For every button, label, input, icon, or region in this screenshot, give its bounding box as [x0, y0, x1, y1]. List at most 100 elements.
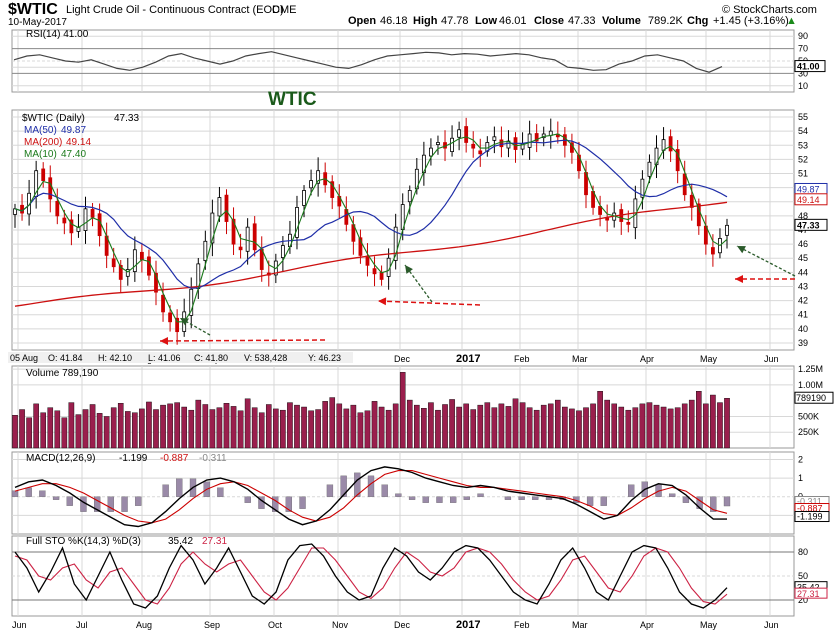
candle-body [492, 136, 497, 141]
x-label-bottom: Nov [332, 620, 349, 630]
volume-bar [124, 411, 131, 449]
volume-bar [646, 402, 653, 449]
macd-hist-bar [340, 475, 347, 497]
ma200-legend-value: 49.14 [66, 137, 91, 148]
volume-bar [710, 394, 716, 449]
green-arrow-head [180, 318, 189, 326]
green-arrow-head [405, 265, 413, 274]
x-label-bottom: Oct [268, 620, 283, 630]
candle-body [316, 170, 321, 184]
candle-body [55, 201, 60, 217]
price-legend-main-value: 47.33 [114, 113, 139, 124]
candle-body [682, 173, 687, 196]
rsi-tick: 90 [798, 31, 808, 41]
rsi-legend: RSI(14) 41.00 [26, 29, 89, 40]
candle-body [62, 217, 67, 224]
volume-bar [301, 406, 307, 449]
ma200-line [14, 201, 728, 307]
macd-hist-bar [682, 496, 690, 503]
x-label-bottom: Dec [394, 620, 411, 630]
sto-tick: 50 [798, 571, 808, 581]
candle-body [224, 194, 229, 222]
sto-right-box [794, 587, 828, 599]
candle-body [358, 237, 363, 256]
instrument-name: Light Crude Oil - Continuous Contract (E… [66, 4, 284, 16]
macd-hist-bar [395, 493, 402, 497]
volume-bar [167, 403, 173, 449]
x-label-bottom: Aug [136, 620, 152, 630]
candle-body [175, 317, 180, 333]
macd-hist-bar [669, 493, 676, 497]
ma10-line [14, 133, 728, 323]
volume-bar [625, 409, 632, 449]
macd-hist-bar [244, 496, 251, 503]
candle-body [217, 197, 222, 217]
volume-bar [96, 413, 103, 449]
price-tick: 52 [798, 154, 808, 164]
candle-body [527, 133, 532, 148]
price-tick: 39 [798, 338, 808, 348]
candle-body [280, 245, 285, 258]
volume-bar [576, 410, 582, 449]
volume-bar [597, 391, 603, 449]
candle-body [189, 288, 194, 316]
open-label: Open [348, 15, 376, 27]
macd-hist-bar [52, 496, 60, 500]
sto-k-line [14, 543, 728, 609]
price-tick: 54 [798, 126, 808, 136]
panel-macd [11, 451, 795, 535]
x-label-bottom: Jun [12, 620, 27, 630]
svg-text:Y: 46.23: Y: 46.23 [308, 353, 341, 363]
volume-bar [357, 412, 364, 449]
svg-text:O: 41.84: O: 41.84 [48, 353, 83, 363]
volume-bar [724, 398, 730, 449]
volume-bar [103, 416, 110, 449]
crosshair-readout-bg [8, 352, 353, 363]
svg-text:27.31: 27.31 [202, 536, 227, 547]
crosshair-readout: 05 Aug O: 41.84 H: 42.10 L: 41.06 C: 41.… [10, 353, 341, 363]
macd-hist-bar [436, 496, 443, 503]
volume-bar [371, 401, 378, 449]
x-label-bottom: May [700, 620, 718, 630]
volume-bar [329, 397, 336, 449]
candle-body [499, 139, 504, 148]
price-tick: 45 [798, 253, 808, 263]
price-tick: 43 [798, 281, 808, 291]
volume-bar [428, 402, 434, 449]
candle-body [478, 150, 483, 155]
volume-bar [336, 403, 343, 449]
volume-bar [667, 408, 674, 449]
candle-body [69, 219, 74, 234]
svg-text:MACD(12,26,9): MACD(12,26,9) [26, 453, 95, 464]
rsi-tick: 10 [798, 81, 808, 91]
candle-body [640, 178, 645, 198]
macd-hist-bar [272, 496, 279, 512]
macd-hist-bar [39, 490, 46, 497]
volume-bar [294, 404, 300, 449]
price-right-label: 49.14 [797, 195, 820, 205]
price-tick: 46 [798, 239, 808, 249]
candle-body [365, 255, 370, 266]
candle-body [654, 147, 659, 166]
volume-bar [350, 404, 357, 449]
candle-body [668, 136, 673, 152]
volume-bar [555, 399, 561, 449]
volume-bar [26, 417, 32, 449]
volume-bar [519, 402, 526, 449]
x-label-bottom: Apr [640, 620, 654, 630]
candle-body [407, 190, 412, 203]
red-arrow-head [735, 275, 743, 283]
macd-hist-bar [285, 496, 292, 512]
price-tick: 40 [798, 324, 808, 334]
volume-bar [385, 409, 392, 449]
volume-bar [547, 403, 554, 449]
x-label-bottom: Feb [514, 620, 530, 630]
candle-body [598, 206, 603, 215]
macd-hist-bar [710, 496, 717, 512]
close-value: 47.33 [568, 15, 596, 27]
vol-tick: 250K [798, 427, 819, 437]
x-label-top: 2017 [456, 353, 480, 365]
macd-right-label: -0.887 [797, 504, 823, 514]
volume-bar [470, 409, 477, 449]
volume-bar [491, 407, 498, 449]
